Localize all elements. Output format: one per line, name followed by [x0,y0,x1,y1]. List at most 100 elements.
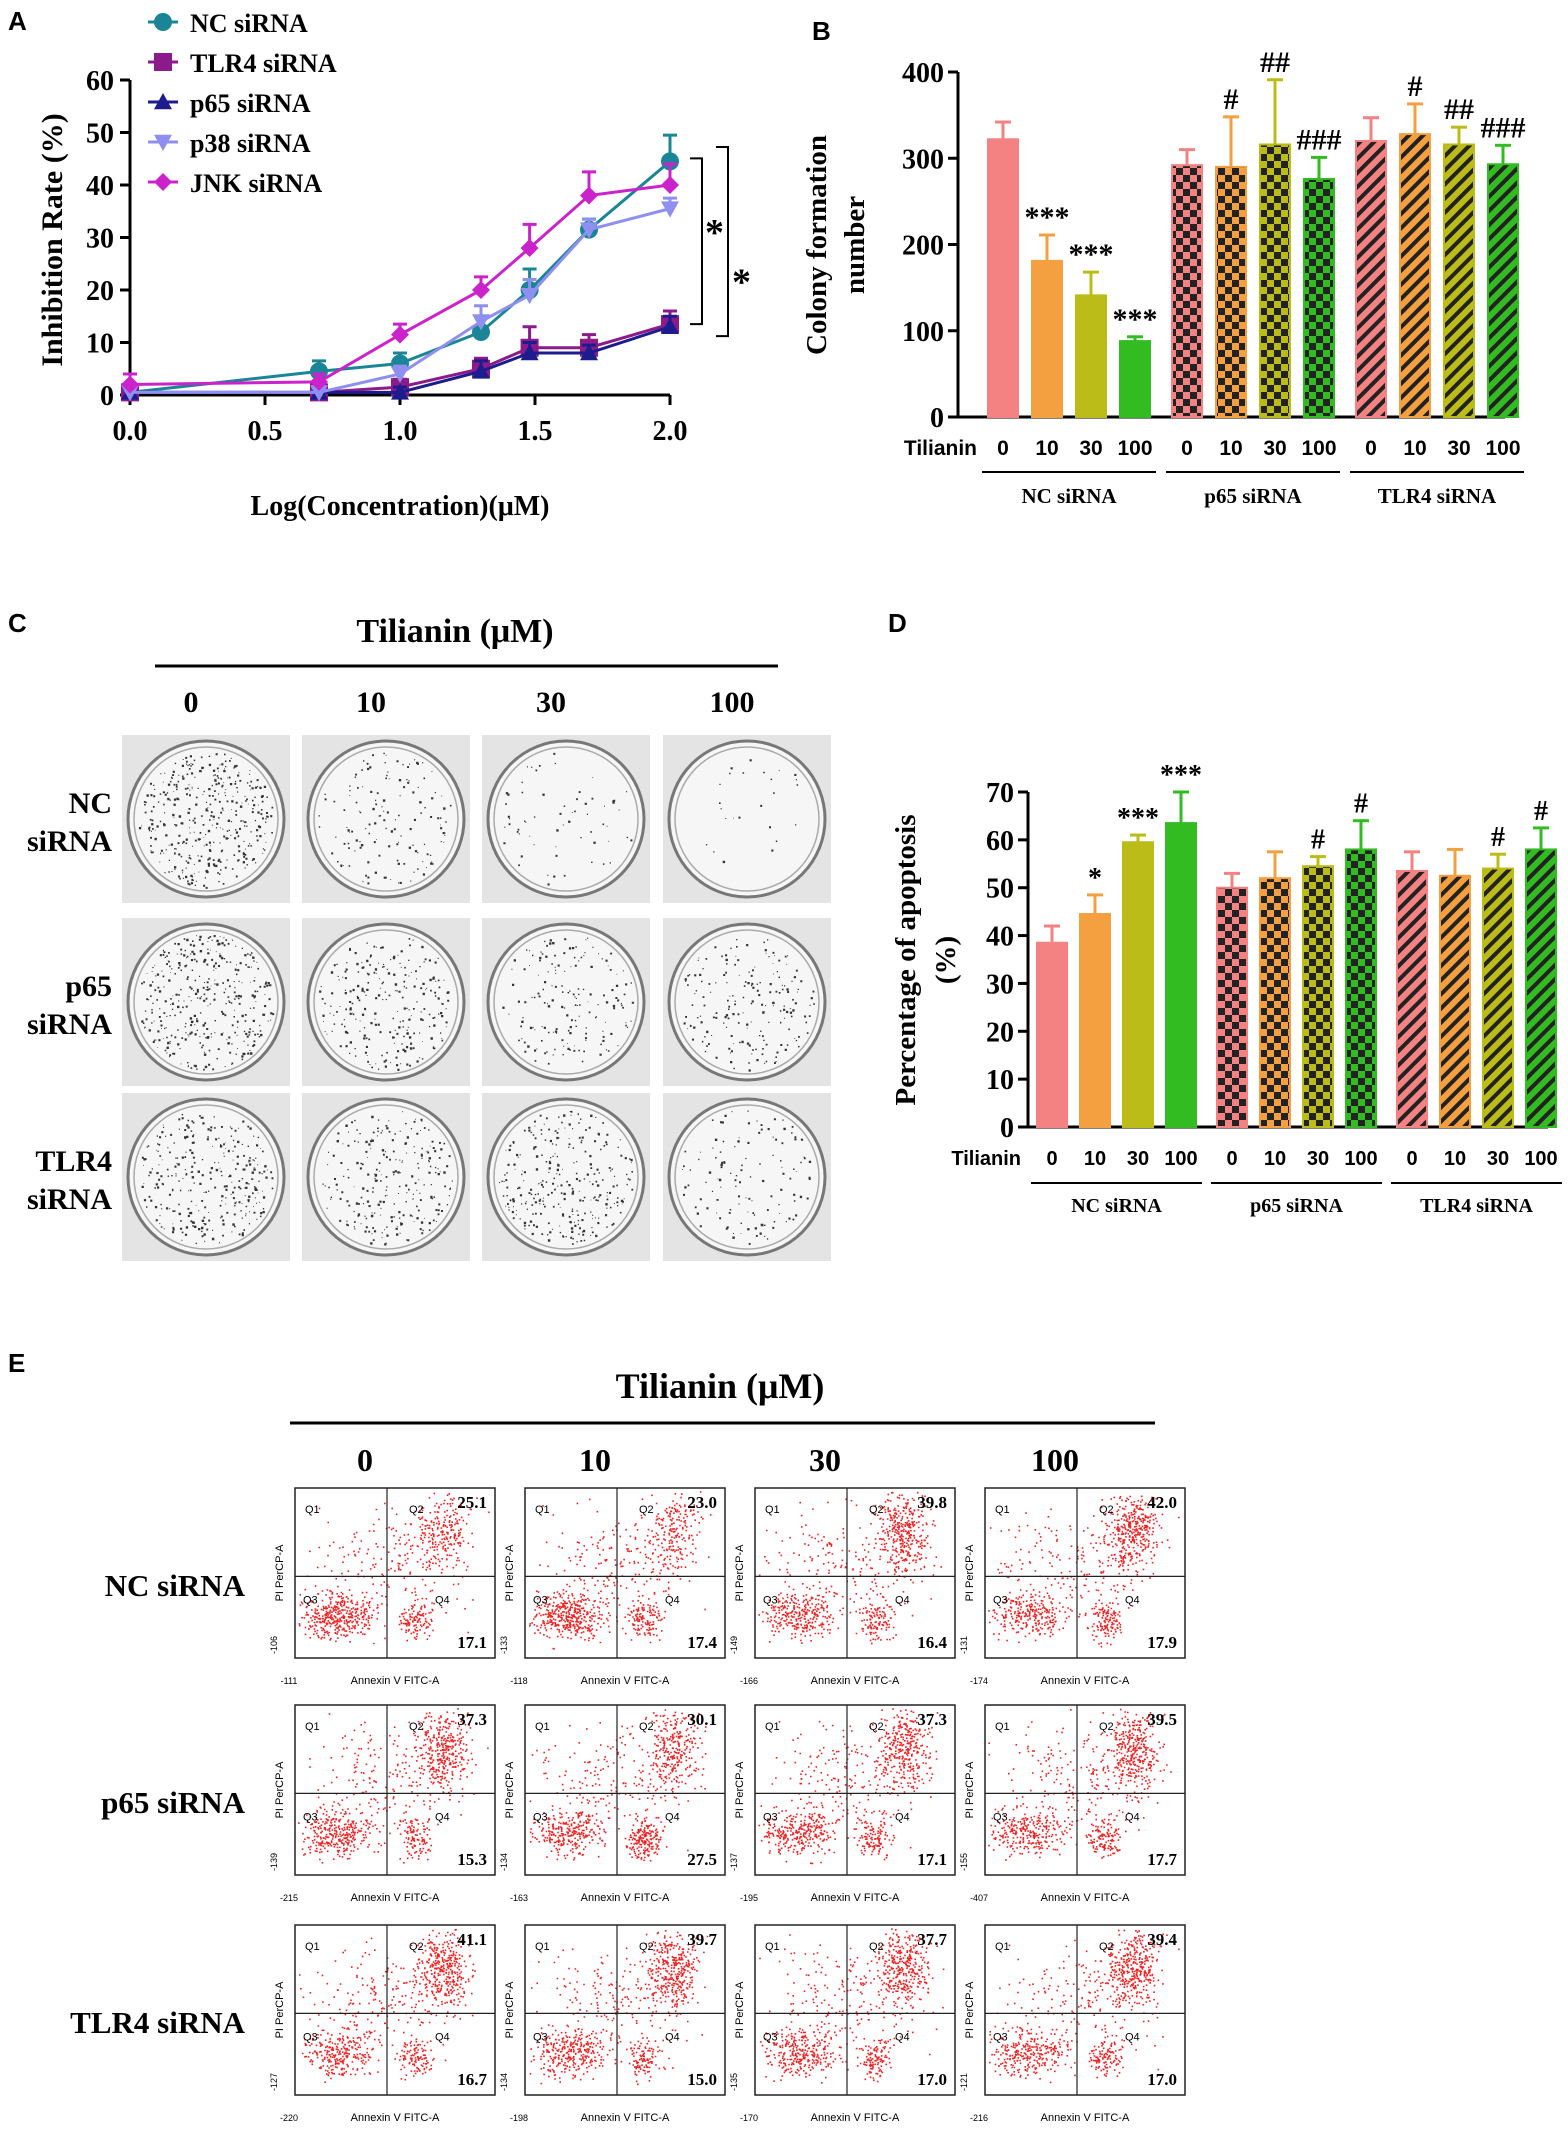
panel-c-colony-plates: Tilianin (μM) 0 10 30 100 NC siRNA p65 siRNA TLR4… [27,613,831,1261]
marker-triangle-up [472,362,490,379]
quadrant-label: Q1 [765,1721,780,1733]
y-axis-min: -137 [729,1853,739,1871]
q2-percentage: 37.3 [457,1710,487,1729]
scatter-dots [529,1491,712,1650]
category-label: 0 [1226,1148,1237,1170]
y-tick-label: 0 [1000,1113,1014,1144]
y-tick-label: 400 [902,58,944,89]
significance-label: ## [1444,93,1474,126]
q2-percentage: 39.4 [1147,1930,1177,1949]
quadrant-label: Q3 [993,1811,1008,1823]
quadrant-label: Q2 [869,1721,884,1733]
bar [1399,133,1431,418]
y-axis-label: PI PerCP-A [274,1544,286,1602]
legend-label: p38 siRNA [190,129,311,158]
marker-circle [154,13,172,31]
marker-diamond [661,176,679,194]
series-jnk-sirna [121,162,679,394]
scatter-dots [988,1708,1172,1861]
quadrant-label: Q3 [303,1811,318,1823]
significance-label: # [1491,822,1505,853]
plot-frame [524,1487,726,1659]
significance-label: ## [1260,46,1290,79]
quadrant-label: Q1 [535,1721,550,1733]
bar [1079,913,1111,1128]
significance-label: *** [1117,803,1159,834]
quadrant-label: Q4 [435,1594,450,1606]
row-label-line1: TLR4 [35,1145,112,1178]
quadrant-label: Q2 [1099,1721,1114,1733]
plot-frame [294,1924,496,2096]
y-tick-label: 30 [86,224,114,255]
bar [1259,143,1291,418]
group-label: p65 siRNA [1204,484,1302,508]
bar [1216,886,1248,1129]
significance-label: # [1311,825,1325,856]
bar [1355,140,1387,418]
y-axis-label: Colony formation number [801,135,871,355]
y-axis-label-line1: Colony formation [801,135,833,355]
y-axis-label: PI PerCP-A [734,1981,746,2039]
quadrant-label: Q4 [665,1594,680,1606]
bar [1302,865,1334,1129]
plate-rim [667,922,827,1082]
plate-inner-rim [674,929,820,1075]
group-label: TLR4 siRNA [1378,484,1497,508]
colony-plate [482,735,650,903]
category-label: 30 [1487,1148,1509,1170]
concentration-label: 10 [356,686,386,719]
scatter-dots [988,1495,1180,1648]
significance-label: *** [1025,201,1070,234]
quadrant-label: Q3 [533,1594,548,1606]
legend-item: TLR4 siRNA [148,49,337,78]
x-tick-label: 2.0 [653,416,688,447]
group-label: NC siRNA [1071,1195,1162,1217]
category-label: 30 [1263,437,1286,460]
colony-plate [663,1093,831,1261]
category-label: 10 [1444,1148,1466,1170]
marker-triangle-down [154,134,172,151]
quadrant-label: Q1 [765,1504,780,1516]
x-axis-label: Annexin V FITC-A [811,1675,900,1687]
bar [1303,177,1335,418]
marker-diamond [580,186,598,205]
marker-diamond [520,239,539,257]
panel-label-e: E [8,1348,25,1378]
quadrant-label: Q3 [993,1594,1008,1606]
significance-label: * [1088,863,1102,894]
q2-percentage: 25.1 [457,1493,487,1512]
colony-dots [683,939,815,1072]
y-tick-label: 60 [86,66,114,97]
legend-label: TLR4 siRNA [190,49,337,78]
flow-plot: 41.1 16.7 Q1 Q2 Q3 Q4 Annexin V FITC-A PI PerCP… [269,1924,496,2124]
category-label: 30 [1447,437,1470,460]
quadrant-label: Q2 [409,1504,424,1516]
legend-label: NC siRNA [190,9,308,38]
q2-percentage: 39.7 [687,1930,717,1949]
plate-rim [126,922,286,1082]
bar [1122,841,1154,1128]
scatter-dots [759,1928,945,2084]
marker-triangle-up [391,383,409,400]
concentration-label: 100 [1031,1442,1079,1478]
colony-plate [663,918,831,1086]
plate-inner-rim [133,929,279,1075]
plot-frame [984,1487,1186,1659]
x-axis-min: -198 [510,2113,528,2123]
quadrant-label: Q3 [533,1811,548,1823]
plate-inner-rim [674,746,820,892]
x-axis-label: Annexin V FITC-A [581,1892,670,1904]
quadrant-label: Q1 [995,1504,1010,1516]
plate-rim [486,739,646,899]
q2-percentage: 23.0 [687,1493,717,1512]
flow-plot: 39.8 16.4 Q1 Q2 Q3 Q4 Annexin V FITC-A PI PerCP… [729,1487,956,1687]
y-tick-label: 10 [86,329,114,360]
bar [1443,143,1475,418]
y-axis-min: -139 [269,1853,279,1871]
category-label: 10 [1084,1148,1106,1170]
y-axis-min: -134 [499,1853,509,1871]
category-label: 10 [1403,437,1426,460]
quadrant-label: Q1 [305,1504,320,1516]
concentration-label: 30 [809,1442,841,1478]
quadrant-label: Q1 [995,1941,1010,1953]
